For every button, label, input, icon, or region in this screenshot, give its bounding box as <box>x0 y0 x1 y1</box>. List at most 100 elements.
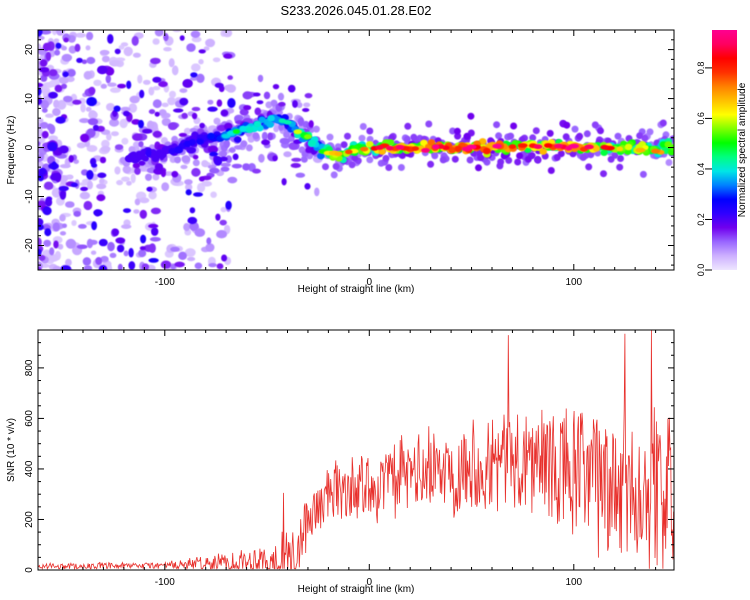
spectrogram-cell <box>58 185 69 192</box>
spectrogram-cell <box>330 171 338 179</box>
spectrogram-cell <box>562 133 570 141</box>
spectrogram-cell <box>483 147 491 155</box>
spectrogram-cell <box>179 97 189 106</box>
spectrogram-cell <box>427 160 435 168</box>
snr-series-line <box>38 330 674 570</box>
spectrogram-cell <box>139 164 147 172</box>
spectrogram-cell <box>146 120 154 131</box>
y-tick-label: 0 <box>24 567 35 573</box>
spectrogram-cell <box>151 227 159 236</box>
spectrogram-cell <box>106 103 115 111</box>
spectrogram-cell <box>222 30 233 38</box>
spectrogram-cell <box>134 167 141 175</box>
spectrogram-cell <box>600 144 609 150</box>
spectrogram-cell <box>88 239 98 245</box>
spectrogram-cell <box>600 149 608 156</box>
spectrogram-cell <box>524 155 532 163</box>
spectrogram-cell <box>42 249 52 258</box>
spectrogram-cell <box>209 151 219 157</box>
spectrogram-cell <box>38 87 42 96</box>
spectrogram-cell <box>591 121 599 129</box>
spectrogram-cell <box>312 125 320 133</box>
spectrogram-cell <box>219 219 227 226</box>
spectrogram-cell <box>52 222 60 232</box>
spectrogram-cell <box>171 170 179 178</box>
spectrogram-cell <box>358 134 366 142</box>
spectrogram-cell <box>51 172 61 179</box>
spectrogram-cell <box>453 127 461 135</box>
spectrogram-cell <box>225 155 232 164</box>
spectrogram-cell <box>344 132 351 140</box>
spectrogram-cell <box>178 251 188 260</box>
spectrogram-cell <box>208 263 217 268</box>
spectrogram-cell <box>61 83 67 90</box>
spectrogram-cell <box>207 132 215 140</box>
spectrogram-cell <box>478 138 487 145</box>
spectrogram-cell <box>514 158 522 166</box>
spectrogram-cell <box>173 108 184 113</box>
spectrogram-cell <box>38 131 42 138</box>
spectrogram-cell <box>266 121 275 128</box>
spectrogram-cell <box>180 164 188 170</box>
spectrogram-cell <box>83 265 93 270</box>
spectrogram-cell <box>154 163 164 171</box>
spectrogram-cell <box>138 249 147 258</box>
spectrogram-cell <box>227 98 236 108</box>
spectrogram-cell <box>145 148 152 158</box>
spectrogram-cell <box>583 130 591 138</box>
spectrogram-cell <box>247 135 255 143</box>
spectrogram-cell <box>145 173 152 181</box>
spectrogram-cell <box>38 30 43 37</box>
spectrogram-cell <box>140 234 147 244</box>
y-tick-label: 20 <box>24 44 35 56</box>
spectrogram-cell <box>97 172 107 179</box>
spectrogram-cell <box>148 191 157 200</box>
spectrogram-cell <box>79 118 90 124</box>
spectrogram-cell <box>366 135 374 143</box>
spectrogram-cell <box>47 141 58 152</box>
spectrogram-cell <box>38 167 47 175</box>
spectrogram-cell <box>79 191 91 200</box>
spectrogram-cell <box>183 223 191 232</box>
spectrogram-cell <box>38 118 44 123</box>
spectrogram-cell <box>105 74 112 84</box>
spectrogram-cell <box>38 248 42 256</box>
spectrogram-cell <box>196 138 204 145</box>
spectrogram-cell <box>192 154 199 160</box>
spectrogram-cell <box>74 43 81 52</box>
spectrogram-cell <box>143 244 154 252</box>
spectrogram-cell <box>288 142 299 151</box>
spectrogram-cell <box>207 145 219 154</box>
spectrogram-cell <box>148 86 155 96</box>
spectrogram-cell <box>467 112 475 120</box>
spectrogram-cell <box>92 124 99 131</box>
spectrogram-cell <box>132 52 141 58</box>
spectrogram-cell <box>68 45 77 54</box>
spectrogram-cell <box>101 55 110 63</box>
spectrogram-cell <box>665 159 673 166</box>
spectrogram-cell <box>183 127 191 135</box>
spectrogram-cell <box>126 180 132 186</box>
spectrogram-cell <box>427 139 436 146</box>
spectrogram-cell <box>421 148 430 153</box>
spectrogram-cell <box>215 213 221 221</box>
spectrogram-cell <box>51 161 57 170</box>
spectrogram-cell <box>191 36 202 43</box>
spectrogram-cell <box>114 166 121 175</box>
y-tick-label: 600 <box>24 410 35 427</box>
spectrogram-cell <box>303 102 311 108</box>
spectrogram-cell <box>192 159 200 167</box>
spectrogram-cell <box>239 108 249 116</box>
spectrogram-cell <box>71 220 77 226</box>
spectrogram-cell <box>287 84 296 93</box>
spectrogram-cell <box>279 137 291 145</box>
spectrogram-cell <box>61 53 73 62</box>
y-tick-label: 800 <box>24 359 35 376</box>
spectrogram-cell <box>308 120 314 128</box>
spectrogram-cell <box>68 155 74 163</box>
colorbar-bar <box>712 30 737 270</box>
spectrogram-frame <box>37 29 675 271</box>
spectrogram-cell <box>85 45 91 51</box>
spectrogram-cell <box>154 30 164 37</box>
spectrogram-cell <box>571 125 579 133</box>
